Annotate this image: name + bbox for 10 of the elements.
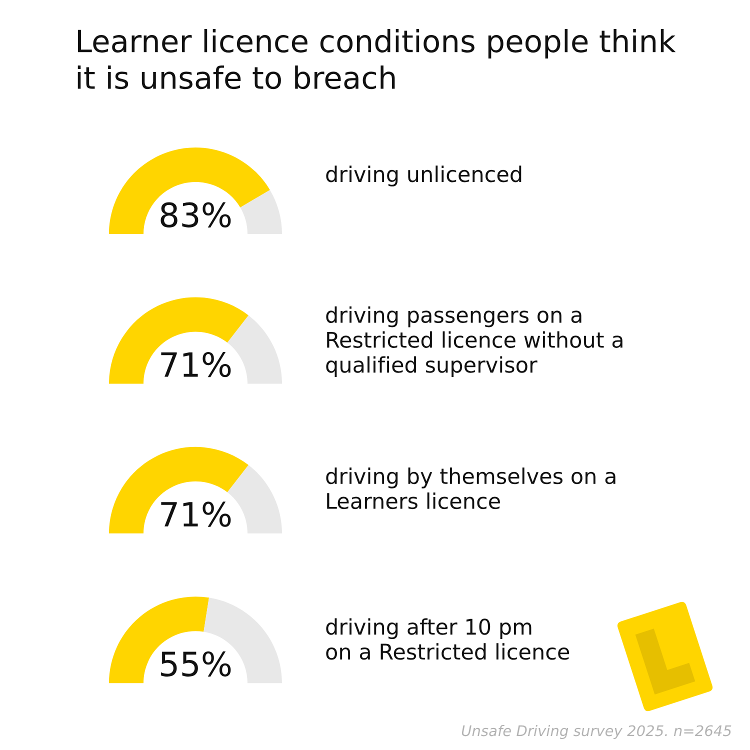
data-label: 83% xyxy=(160,202,231,228)
text: driving by themselves on a Learners licence xyxy=(326,468,616,510)
text: Unsafe Driving survey 2025. n=2645 xyxy=(462,724,732,740)
text: driving passengers on a Restricted licence without a qualified supervisor xyxy=(326,306,622,378)
text: driving unlicenced xyxy=(326,166,522,186)
data-label: 55% xyxy=(161,651,231,677)
text: driving after 10 pm on a Restricted licence xyxy=(326,618,570,660)
data-label: 71% xyxy=(161,352,231,378)
text: Learner licence conditions people think it is unsafe to breach xyxy=(78,28,676,90)
data-label: 71% xyxy=(161,502,231,527)
